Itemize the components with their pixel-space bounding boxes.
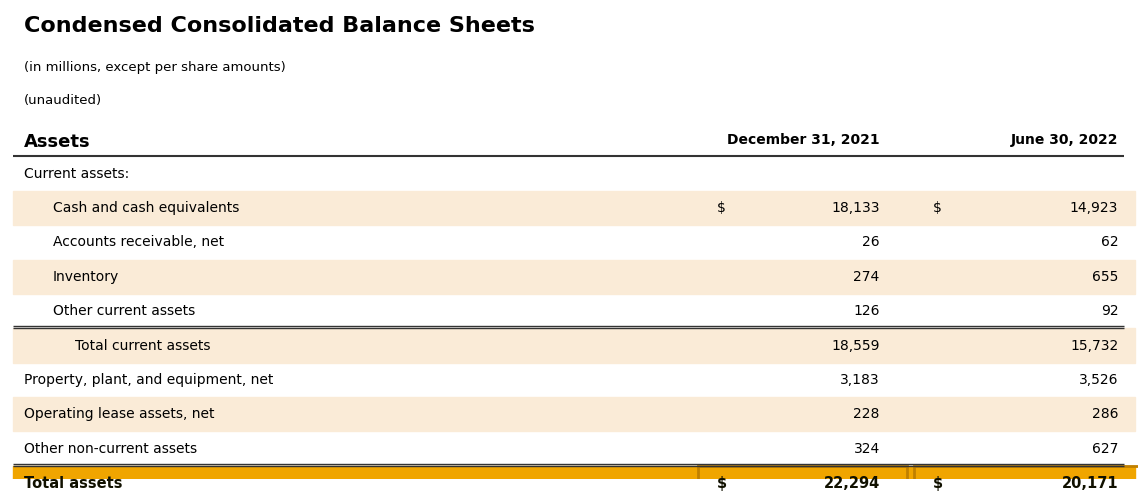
Text: 627: 627: [1092, 441, 1118, 456]
Text: 14,923: 14,923: [1070, 201, 1118, 215]
Text: June 30, 2022: June 30, 2022: [1010, 133, 1118, 147]
Text: (in millions, except per share amounts): (in millions, except per share amounts): [24, 61, 286, 74]
Text: Total current assets: Total current assets: [75, 338, 211, 353]
Text: Current assets:: Current assets:: [24, 167, 130, 181]
Text: Inventory: Inventory: [52, 270, 118, 284]
Text: 126: 126: [853, 304, 879, 318]
Text: $: $: [718, 201, 726, 215]
Text: 92: 92: [1100, 304, 1118, 318]
Bar: [13, 191, 1136, 225]
Text: 655: 655: [1092, 270, 1118, 284]
Text: 20,171: 20,171: [1062, 475, 1118, 491]
Text: Property, plant, and equipment, net: Property, plant, and equipment, net: [24, 373, 273, 387]
Text: Assets: Assets: [24, 133, 91, 151]
Text: 22,294: 22,294: [823, 475, 879, 491]
Text: 26: 26: [862, 236, 879, 249]
Text: Accounts receivable, net: Accounts receivable, net: [52, 236, 223, 249]
Text: Condensed Consolidated Balance Sheets: Condensed Consolidated Balance Sheets: [24, 16, 535, 36]
Text: 324: 324: [853, 441, 879, 456]
Text: Cash and cash equivalents: Cash and cash equivalents: [52, 201, 239, 215]
Text: Operating lease assets, net: Operating lease assets, net: [24, 407, 214, 421]
Text: $: $: [933, 201, 942, 215]
Text: Other non-current assets: Other non-current assets: [24, 441, 197, 456]
Text: 286: 286: [1092, 407, 1118, 421]
Text: December 31, 2021: December 31, 2021: [727, 133, 879, 147]
Bar: [913, 466, 1139, 491]
Text: 62: 62: [1100, 236, 1118, 249]
Bar: [698, 466, 907, 491]
Bar: [13, 260, 1136, 294]
Text: Total assets: Total assets: [24, 475, 123, 491]
Text: 228: 228: [853, 407, 879, 421]
Text: $: $: [718, 475, 728, 491]
Bar: [13, 466, 1136, 491]
Text: 15,732: 15,732: [1070, 338, 1118, 353]
Text: 18,133: 18,133: [831, 201, 879, 215]
Text: $: $: [933, 475, 943, 491]
Text: Other current assets: Other current assets: [52, 304, 195, 318]
Text: 3,183: 3,183: [841, 373, 879, 387]
Text: 18,559: 18,559: [831, 338, 879, 353]
Text: (unaudited): (unaudited): [24, 94, 103, 108]
Text: 3,526: 3,526: [1079, 373, 1118, 387]
Text: 274: 274: [853, 270, 879, 284]
Bar: [13, 328, 1136, 363]
Bar: [13, 397, 1136, 432]
